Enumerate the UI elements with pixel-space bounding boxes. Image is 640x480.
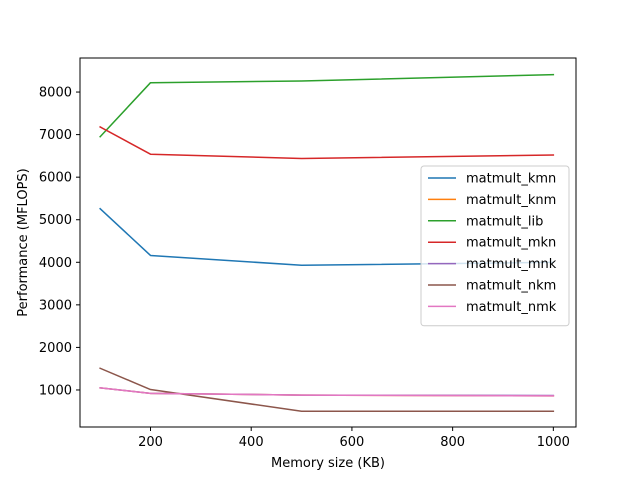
y-tick-label: 8000 bbox=[39, 86, 72, 101]
legend-label: matmult_nkm bbox=[466, 279, 556, 294]
x-axis-label: Memory size (KB) bbox=[271, 456, 385, 471]
y-tick-label: 2000 bbox=[39, 341, 72, 356]
x-tick-label: 800 bbox=[440, 435, 465, 450]
y-tick-label: 3000 bbox=[39, 298, 72, 313]
y-tick-label: 4000 bbox=[39, 256, 72, 271]
legend-label: matmult_mkn bbox=[466, 236, 556, 251]
plot-lines bbox=[99, 73, 555, 412]
series-line-matmult_nmk bbox=[99, 387, 555, 397]
legend: matmult_kmn matmult_knm matmult_libmatmult… bbox=[420, 165, 570, 327]
legend-label: matmult_kmn bbox=[466, 172, 556, 187]
y-tick-label: 1000 bbox=[39, 383, 72, 398]
legend-label: matmult_mnk bbox=[466, 257, 557, 272]
y-axis-label: Performance (MFLOPS) bbox=[16, 168, 31, 316]
x-tick-label: 200 bbox=[138, 435, 163, 450]
legend-box bbox=[420, 165, 570, 327]
y-tick-label: 7000 bbox=[39, 128, 72, 143]
plot-frame bbox=[79, 57, 577, 428]
x-tick-label: 400 bbox=[239, 435, 264, 450]
series-line-matmult_nkm bbox=[99, 367, 555, 412]
x-axis-ticks: 200 400 600 800 1000 bbox=[138, 427, 570, 450]
x-tick-label: 1000 bbox=[537, 435, 570, 450]
y-tick-label: 6000 bbox=[39, 171, 72, 186]
legend-label: matmult_knm bbox=[466, 193, 556, 208]
legend-label: matmult_nmk bbox=[466, 300, 557, 315]
series-line-matmult_lib bbox=[99, 73, 555, 138]
series-line-matmult_mkn bbox=[99, 125, 555, 160]
x-tick-label: 600 bbox=[340, 435, 365, 450]
y-axis-ticks: 1000 2000 3000 4000 5000 6000 7000 8000 bbox=[39, 86, 80, 398]
y-tick-label: 5000 bbox=[39, 213, 72, 228]
legend-label: matmult_lib bbox=[466, 214, 543, 229]
